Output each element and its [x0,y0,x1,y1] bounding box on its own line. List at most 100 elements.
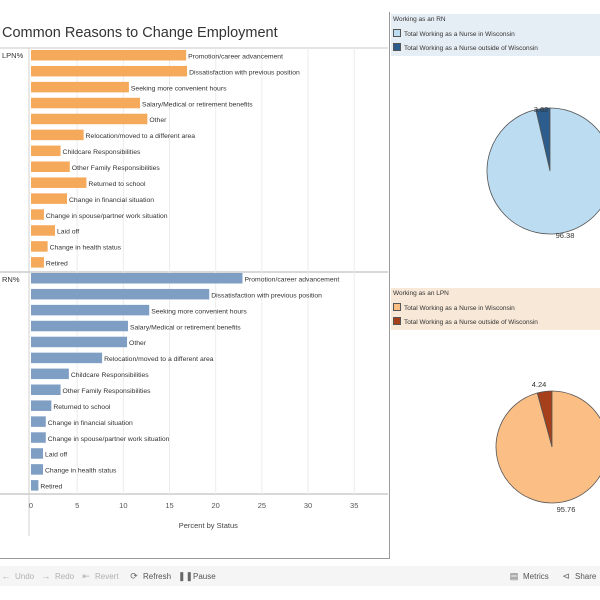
bar-lpn-change-in-health-status[interactable] [31,241,48,252]
x-axis-label: Percent by Status [179,521,238,530]
bar-label: Salary/Medical or retirement benefits [130,324,241,331]
bar-label: Seeking more convenient hours [131,85,227,92]
bar-label: Promotion/career advancement [244,277,339,284]
pause-button[interactable]: ❚❚Pause [178,571,216,581]
x-tick-label: 25 [258,501,266,510]
bar-chart-x-axis: 0 5 10 15 20 25 30 35 Percent by Status [29,501,358,530]
x-tick-label: 15 [165,501,173,510]
pie-slice-total-working-as-a-nurse-in-wisconsin[interactable] [486,107,600,235]
bar-label: Laid off [45,452,67,459]
bar-label: Other Family Responsibilities [63,388,152,395]
rn-legend-title: Working as an RN [393,16,446,23]
bar-label: Laid off [57,229,79,236]
legend-label: Total Working as a Nurse in Wisconsin [404,31,515,38]
share-button[interactable]: ⊲ Share [560,570,596,582]
bar-rn-dissatisfaction-with-previous-position[interactable] [31,288,210,300]
x-tick-label: 35 [350,501,358,510]
bar-lpn-salary-medical-or-retirement-benefits[interactable] [31,97,140,109]
legend-label: Total Working as a Nurse outside of Wisc… [404,319,538,326]
bar-rn-salary-medical-or-retirement-benefits[interactable] [31,320,128,332]
lpn-legend-item-outside-wisconsin[interactable]: Total Working as a Nurse outside of Wisc… [393,317,538,327]
bar-chart-marks: LPN% Promotion/career advancement Dissatis… [2,50,339,491]
legend-swatch [393,317,401,325]
bar-lpn-dissatisfaction-with-previous-position[interactable] [31,65,188,77]
x-tick-label: 30 [304,501,312,510]
bar-label: Dissatisfaction with previous position [211,292,322,299]
bar-label: Childcare Responsibilities [63,149,141,156]
pie-value-label: 96.38 [556,231,575,240]
pie-value-label: 4.24 [532,380,547,389]
bar-label: Change in health status [45,468,117,475]
metrics-chart-icon: ▤ [509,571,519,581]
pie-slice-total-working-as-a-nurse-in-wisconsin[interactable] [495,390,600,504]
bar-rn-change-in-spouse-partner-work-situation[interactable] [31,432,46,443]
bar-label: Retired [46,261,68,268]
bar-label: Change in financial situation [69,197,154,204]
bar-lpn-other[interactable] [31,113,148,125]
bar-lpn-childcare-responsibilities[interactable] [31,145,61,157]
pie-value-label: 3.62 [534,105,549,114]
pie-value-label: 95.76 [557,505,576,514]
bar-rn-retired[interactable] [31,480,39,491]
bar-label: Relocation/moved to a different area [86,133,196,140]
redo-arrow-icon: → [41,571,51,581]
bar-rn-promotion-career-advancement[interactable] [31,273,243,284]
lpn-pie-chart: 95.76 4.24 [495,380,600,514]
dashboard-title: Common Reasons to Change Employment [2,25,278,41]
undo-button[interactable]: ← Undo [1,571,35,581]
bar-label: Relocation/moved to a different area [104,356,214,363]
legend-swatch [393,29,401,37]
bar-label: Salary/Medical or retirement benefits [142,101,253,108]
bar-chart-panel [0,12,390,559]
lpn-legend-title: Working as an LPN [393,290,449,297]
bar-lpn-change-in-spouse-partner-work-situation[interactable] [31,209,44,220]
revert-button[interactable]: ⇤ Revert [80,570,118,582]
bar-label: Retired [40,484,62,491]
redo-button[interactable]: → Redo [41,571,75,581]
bar-chart: LPN% Promotion/career advancement Dissatis… [0,47,388,536]
share-icon: ⊲ [562,571,570,581]
pause-icon: ❚❚ [178,571,194,581]
refresh-button[interactable]: ⟳ Refresh [128,570,171,582]
legend-swatch [393,43,401,51]
bar-rn-returned-to-school[interactable] [31,400,52,411]
bar-label: Promotion/career advancement [188,54,283,61]
x-tick-label: 0 [29,501,33,510]
bar-rn-change-in-health-status[interactable] [31,464,44,475]
bar-lpn-relocation-moved-to-a-different-area[interactable] [31,129,84,141]
bar-label: Returned to school [88,181,146,188]
bar-rn-relocation-moved-to-a-different-area[interactable] [31,352,103,364]
bar-rn-seeking-more-convenient-hours[interactable] [31,304,150,316]
toolbar: ← Undo → Redo ⇤ Revert ⟳ Refresh ❚❚Pause ▤ Me… [0,566,600,586]
legend-label: Total Working as a Nurse outside of Wisc… [404,45,538,52]
bar-lpn-promotion-career-advancement[interactable] [31,50,187,61]
bar-rn-other[interactable] [31,336,128,348]
refresh-icon: ⟳ [130,571,138,581]
pie-charts: 96.38 3.62 95.76 4.24 [486,105,600,514]
bar-label: Change in financial situation [48,420,133,427]
x-tick-label: 5 [75,501,79,510]
bar-rn-change-in-financial-situation[interactable] [31,416,46,427]
bar-label: Other [149,117,167,124]
bar-lpn-retired[interactable] [31,257,44,268]
x-tick-label: 20 [212,501,220,510]
bar-rn-other-family-responsibilities[interactable] [31,384,61,396]
bar-label: Other [129,340,147,347]
lpn-pie-legend: Working as an LPN Total Working as a Nur… [391,288,600,330]
legend-label: Total Working as a Nurse in Wisconsin [404,305,515,312]
bar-rn-childcare-responsibilities[interactable] [31,368,69,380]
metrics-button[interactable]: ▤ Metrics [509,571,549,581]
panel-label-rn: RN% [2,275,20,284]
bar-label: Change in health status [50,245,122,252]
bar-rn-laid-off[interactable] [31,448,44,459]
bar-lpn-other-family-responsibilities[interactable] [31,161,70,173]
rn-legend-item-outside-wisconsin[interactable]: Total Working as a Nurse outside of Wisc… [393,43,538,53]
bar-label: Other Family Responsibilities [72,165,161,172]
rn-pie-chart: 96.38 3.62 [486,105,600,240]
bar-lpn-change-in-financial-situation[interactable] [31,193,68,204]
bar-lpn-laid-off[interactable] [31,225,56,236]
rn-legend-item-in-wisconsin[interactable]: Total Working as a Nurse in Wisconsin [393,29,515,39]
lpn-legend-item-in-wisconsin[interactable]: Total Working as a Nurse in Wisconsin [393,303,515,313]
bar-lpn-seeking-more-convenient-hours[interactable] [31,81,129,93]
bar-lpn-returned-to-school[interactable] [31,177,87,188]
